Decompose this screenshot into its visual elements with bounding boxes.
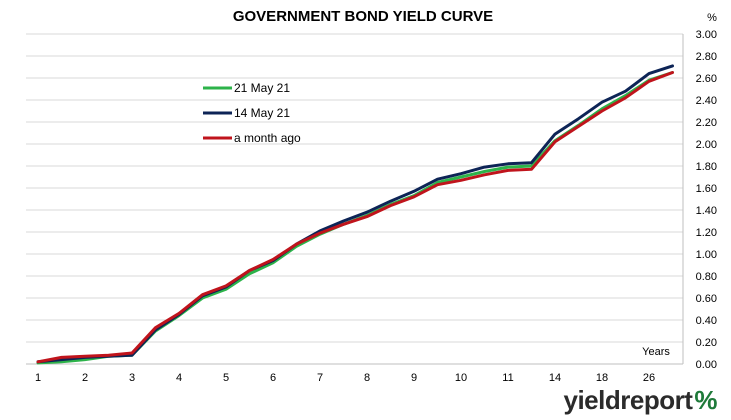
x-axis-tick-labels: 1 2 3 4 5 6 7 8 9 10 11 14 18 26 [35,372,655,384]
legend: 21 May 21 14 May 21 a month ago [203,81,301,145]
unit-label: % [707,12,717,24]
y-tick-label: 2.80 [696,51,717,63]
series-line-3 [36,71,674,364]
x-tick-label: 3 [129,372,135,384]
x-tick-label: 18 [596,372,608,384]
series-lines [36,64,674,365]
chart-title: GOVERNMENT BOND YIELD CURVE [233,8,493,25]
x-tick-label: 4 [176,372,182,384]
yieldreport-logo: yieldreport% [564,385,718,416]
y-tick-label: 0.80 [696,271,717,283]
y-tick-label: 0.40 [696,315,717,327]
x-tick-label: 1 [35,372,41,384]
axes [26,34,684,365]
x-tick-label: 5 [223,372,229,384]
y-tick-label: 2.40 [696,95,717,107]
x-tick-label: 2 [82,372,88,384]
y-tick-label: 0.00 [696,359,717,371]
x-axis-label: Years [642,346,670,358]
y-tick-label: 2.00 [696,139,717,151]
y-tick-label: 1.80 [696,161,717,173]
logo-wordmark: yieldreport [563,385,693,415]
y-axis-tick-labels: 0.00 0.20 0.40 0.60 0.80 1.00 1.20 1.40 1.60 1.80… [696,29,717,371]
y-tick-label: 1.60 [696,183,717,195]
y-tick-label: 1.40 [696,205,717,217]
y-tick-label: 1.00 [696,249,717,261]
x-tick-label: 11 [502,372,513,384]
y-tick-label: 2.20 [696,117,717,129]
y-tick-label: 1.20 [696,227,717,239]
x-tick-label: 26 [643,372,655,384]
legend-label: 14 May 21 [234,106,290,120]
series-line-2 [36,64,674,364]
y-tick-label: 0.60 [696,293,717,305]
legend-label: a month ago [234,131,301,145]
x-tick-label: 9 [411,372,417,384]
x-tick-label: 7 [317,372,323,384]
y-tick-label: 2.60 [696,73,717,85]
x-tick-label: 8 [364,372,370,384]
legend-label: 21 May 21 [234,81,290,95]
x-tick-label: 10 [455,372,467,384]
x-tick-label: 14 [549,372,561,384]
x-tick-label: 6 [270,372,276,384]
y-tick-label: 3.00 [696,29,717,41]
y-tick-label: 0.20 [696,337,717,349]
gridlines [26,33,683,343]
logo-percent-symbol: % [694,385,717,415]
